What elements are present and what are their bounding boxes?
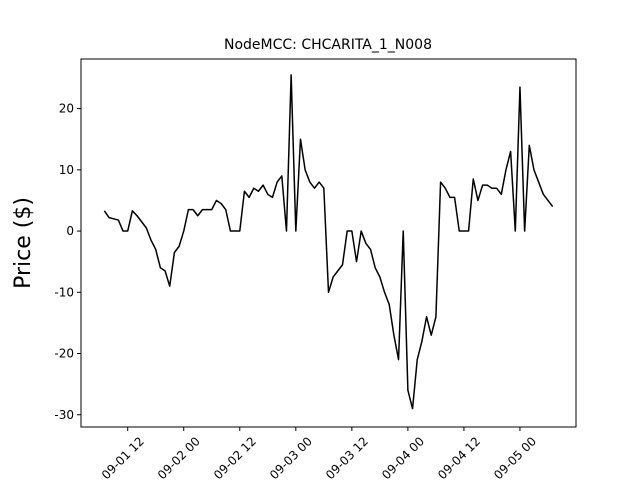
x-tick-label: 09-01 12	[99, 434, 147, 480]
y-tick-label: -10	[54, 285, 74, 299]
x-tick-label: 09-02 00	[155, 434, 203, 480]
y-tick-label: 0	[66, 224, 74, 238]
x-tick-label: 09-04 12	[435, 434, 483, 480]
y-tick-label: 10	[59, 163, 74, 177]
plot-frame	[80, 58, 577, 428]
x-tick-label: 09-04 00	[379, 434, 427, 480]
x-tick-label: 09-03 00	[267, 434, 315, 480]
y-tick-label: -30	[54, 408, 74, 422]
x-tick-label: 09-02 12	[211, 434, 259, 480]
chart-title: NodeMCC: CHCARITA_1_N008	[224, 37, 432, 53]
y-axis-label: Price ($)	[11, 197, 36, 289]
x-tick-label: 09-03 12	[323, 434, 371, 480]
y-tick-label: 20	[59, 102, 74, 116]
y-tick-label: -20	[54, 347, 74, 361]
x-tick-label: 09-05 00	[491, 434, 539, 480]
price-line	[103, 74, 554, 410]
